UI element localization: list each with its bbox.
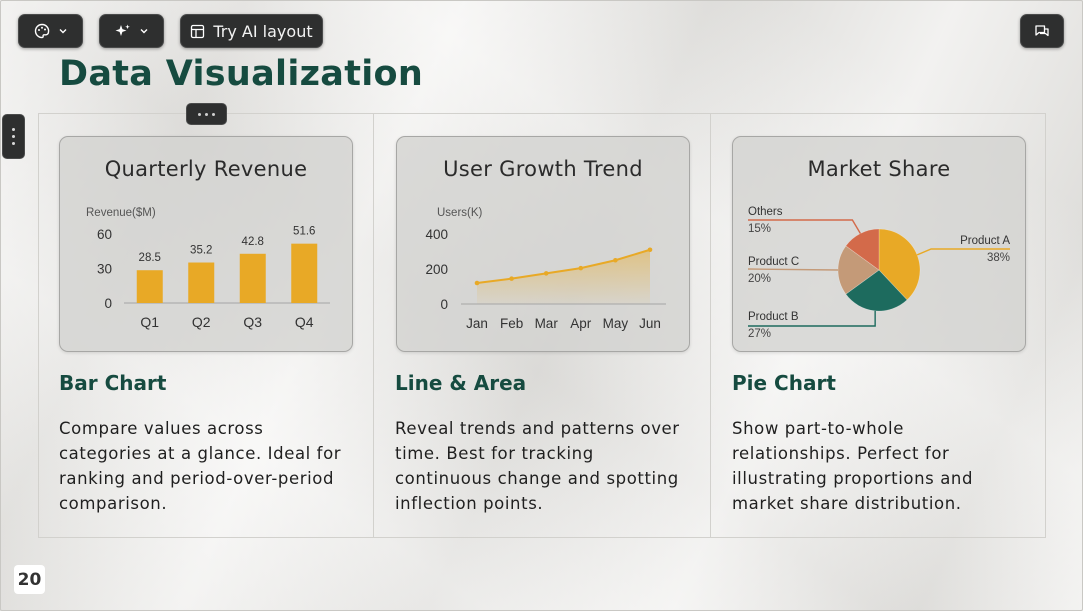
pie-chart-card[interactable]: Market Share Product A 38% Product B 27% Pro… <box>732 136 1026 352</box>
slice-name-label: Others <box>748 206 783 218</box>
y-axis-label: Revenue($M) <box>86 207 156 219</box>
data-label: 51.6 <box>293 226 315 238</box>
slice-percent-label: 27% <box>748 328 771 340</box>
leader-line <box>916 248 1010 256</box>
x-tick-label: Q2 <box>192 314 211 330</box>
line-area-description[interactable]: Reveal trends and patterns over time. Be… <box>395 419 680 513</box>
data-point <box>474 280 480 286</box>
ai-menu-button[interactable] <box>99 14 164 48</box>
sparkle-icon <box>115 24 130 36</box>
x-tick-label: Apr <box>570 316 592 331</box>
content-grid <box>38 113 1046 538</box>
leader-line <box>748 310 876 327</box>
y-tick-label: 0 <box>104 296 112 311</box>
data-label: 42.8 <box>242 236 264 248</box>
slice-name-label: Product C <box>748 256 799 268</box>
pie-slice <box>878 228 921 301</box>
area-fill <box>477 249 650 304</box>
layout-icon <box>191 24 205 38</box>
x-tick-label: Jan <box>466 316 488 331</box>
leader-line <box>747 268 839 271</box>
y-axis-label: Users(K) <box>437 207 483 219</box>
bar <box>239 253 266 303</box>
y-tick-label: 30 <box>97 262 112 277</box>
y-tick-label: 200 <box>425 262 448 277</box>
chart-title: User Growth Trend <box>443 157 643 181</box>
slice-percent-label: 38% <box>987 252 1010 264</box>
pie-chart-description[interactable]: Show part-to-whole relationships. Perfec… <box>732 419 974 513</box>
comments-button[interactable] <box>1020 14 1064 48</box>
x-tick-label: Q3 <box>243 314 262 330</box>
x-tick-label: Q1 <box>140 314 159 330</box>
data-point <box>647 247 653 253</box>
leader-line <box>748 219 861 234</box>
x-tick-label: Jun <box>639 316 661 331</box>
line-chart-card[interactable]: User Growth Trend Users(K) 0 200 400 Jan Feb M… <box>396 136 690 352</box>
bar-chart-heading[interactable]: Bar Chart <box>59 371 167 395</box>
slice-name-label: Product A <box>960 235 1010 247</box>
bar-chart-card[interactable]: Quarterly Revenue Revenue($M) 0 30 60 28.5 Q1… <box>59 136 353 352</box>
column-divider <box>710 113 711 538</box>
data-point <box>543 271 549 276</box>
data-label: 35.2 <box>190 245 212 257</box>
y-tick-label: 0 <box>440 297 448 312</box>
bar <box>136 270 163 303</box>
bar-chart-description[interactable]: Compare values across categories at a gl… <box>59 419 342 513</box>
palette-icon <box>34 23 49 39</box>
chevron-down-icon <box>59 29 66 34</box>
bar <box>188 262 215 303</box>
slice-percent-label: 15% <box>748 223 771 235</box>
bar-chart: Revenue($M) 0 30 60 28.5 Q1 35.2 Q2 42.8 Q3 51.6 Q4 <box>86 207 330 330</box>
slice-name-label: Product B <box>748 311 799 323</box>
column-divider <box>373 113 374 538</box>
data-point <box>578 265 584 271</box>
chart-title: Quarterly Revenue <box>104 157 308 181</box>
chat-icon <box>1035 24 1049 36</box>
chart-title: Market Share <box>807 157 951 181</box>
y-tick-label: 60 <box>97 227 112 242</box>
y-tick-label: 400 <box>425 227 448 242</box>
x-tick-label: Q4 <box>295 314 314 330</box>
try-ai-layout-label: Try AI layout <box>213 21 313 41</box>
x-tick-label: Mar <box>535 316 559 331</box>
try-ai-layout-button[interactable]: Try AI layout <box>180 14 323 48</box>
line-area-heading[interactable]: Line & Area <box>395 371 527 395</box>
data-point <box>613 257 618 263</box>
series-line <box>476 248 651 284</box>
x-tick-label: May <box>603 316 629 331</box>
side-drag-handle[interactable] <box>2 114 25 159</box>
pie-chart: Product A 38% Product B 27% Product C 20% Othe… <box>747 206 1010 340</box>
page-number: 20 <box>14 565 45 594</box>
bar <box>291 243 318 303</box>
data-label: 28.5 <box>139 252 161 264</box>
top-drag-handle[interactable] <box>186 103 227 125</box>
theme-button[interactable] <box>18 14 83 48</box>
x-tick-label: Feb <box>500 316 523 331</box>
line-chart: Users(K) 0 200 400 Jan Feb Mar Apr May Jun <box>425 207 666 331</box>
chevron-down-icon <box>140 29 148 34</box>
pie-slice <box>845 269 908 312</box>
pie-chart-heading[interactable]: Pie Chart <box>732 371 836 395</box>
page-title[interactable]: Data Visualization <box>59 54 424 94</box>
data-point <box>509 276 514 281</box>
slice-percent-label: 20% <box>748 273 771 285</box>
